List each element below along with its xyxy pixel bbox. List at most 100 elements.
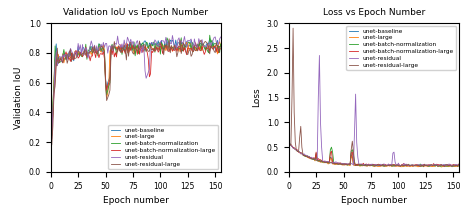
unet-large [429, 165, 434, 168]
unet-baseline [190, 43, 196, 45]
Title: Loss vs Epoch Number: Loss vs Epoch Number [323, 8, 425, 17]
unet-large [217, 40, 222, 43]
unet-baseline [213, 44, 219, 46]
unet-large [438, 166, 444, 168]
unet-batch-normalization-large [416, 165, 422, 167]
unet-batch-normalization [368, 164, 374, 167]
unet-large [199, 49, 205, 52]
unet-residual [218, 36, 224, 38]
unet-residual-large [167, 51, 173, 54]
unet-batch-normalization-large [368, 164, 374, 166]
Line: unet-batch-normalization-large: unet-batch-normalization-large [290, 144, 459, 166]
unet-residual [439, 164, 445, 167]
unet-baseline [287, 142, 293, 145]
unet-residual-large [213, 41, 219, 44]
unet-residual-large [130, 52, 136, 55]
unet-baseline [207, 37, 213, 40]
Line: unet-residual: unet-residual [52, 35, 221, 139]
unet-baseline [430, 165, 435, 167]
Line: unet-large: unet-large [290, 145, 459, 167]
unet-residual [456, 164, 461, 166]
unet-baseline [166, 46, 172, 49]
unet-residual [453, 163, 458, 166]
unet-residual-large [192, 48, 197, 51]
unet-batch-normalization [456, 165, 461, 167]
unet-residual-large [449, 165, 455, 168]
Line: unet-residual-large: unet-residual-large [290, 28, 459, 167]
unet-batch-normalization [213, 43, 219, 45]
unet-residual-large [201, 44, 206, 46]
unet-residual [201, 44, 206, 47]
unet-batch-normalization-large [201, 49, 206, 52]
unet-residual [406, 164, 411, 166]
unet-residual [202, 45, 208, 47]
unet-batch-normalization-large [404, 164, 410, 166]
unet-batch-normalization [287, 143, 293, 146]
unet-large [190, 44, 196, 46]
Line: unet-residual-large: unet-residual-large [52, 39, 221, 145]
unet-batch-normalization-large [213, 50, 219, 53]
unet-large [441, 165, 446, 168]
unet-baseline [441, 164, 446, 166]
unet-residual [369, 163, 375, 165]
unet-large [456, 164, 461, 167]
unet-large [287, 143, 293, 146]
unet-baseline [368, 163, 374, 165]
unet-residual [213, 41, 219, 43]
unet-batch-normalization-large [456, 164, 461, 166]
unet-residual-large [49, 143, 54, 146]
unet-batch-normalization [404, 164, 410, 167]
unet-residual [49, 138, 54, 140]
unet-batch-normalization-large [167, 46, 173, 48]
unet-residual-large [290, 27, 296, 30]
unet-batch-normalization [49, 134, 54, 137]
X-axis label: Epoch number: Epoch number [341, 196, 407, 205]
unet-residual-large [453, 165, 458, 167]
unet-large [201, 46, 207, 49]
unet-batch-normalization-large [287, 143, 293, 145]
unet-residual [287, 143, 293, 145]
Line: unet-batch-normalization: unet-batch-normalization [52, 35, 221, 135]
unet-residual [317, 54, 322, 57]
unet-residual-large [430, 164, 435, 167]
unet-baseline [49, 131, 54, 133]
unet-batch-normalization-large [192, 48, 197, 51]
unet-baseline [130, 44, 136, 46]
unet-residual [192, 38, 197, 40]
Y-axis label: Loss: Loss [252, 88, 261, 107]
unet-residual-large [202, 40, 208, 43]
unet-baseline [438, 164, 444, 167]
unet-large [404, 165, 410, 168]
unet-residual-large [218, 45, 224, 48]
unet-residual [431, 164, 436, 166]
X-axis label: Epoch number: Epoch number [103, 196, 169, 205]
unet-baseline [456, 164, 461, 167]
unet-residual [166, 43, 172, 46]
unet-batch-normalization-large [158, 41, 163, 43]
Y-axis label: Validation IoU: Validation IoU [14, 66, 24, 129]
unet-batch-normalization [130, 50, 136, 52]
Line: unet-batch-normalization: unet-batch-normalization [290, 144, 459, 166]
unet-residual-large [369, 164, 375, 167]
Legend: unet-baseline, unet-large, unet-batch-normalization, unet-batch-normalization-la: unet-baseline, unet-large, unet-batch-no… [347, 26, 456, 70]
unet-large [437, 164, 443, 166]
unet-batch-normalization [429, 164, 434, 166]
unet-batch-normalization [201, 44, 207, 47]
unet-large [218, 45, 224, 47]
unet-baseline [404, 165, 410, 167]
unet-batch-normalization [190, 51, 196, 53]
unet-residual [442, 164, 447, 166]
Line: unet-baseline: unet-baseline [52, 39, 221, 132]
unet-baseline [451, 165, 457, 167]
unet-baseline [199, 44, 205, 47]
unet-residual-large [438, 163, 444, 166]
unet-batch-normalization [441, 164, 446, 167]
unet-large [368, 164, 374, 167]
unet-batch-normalization-large [441, 165, 446, 167]
unet-residual [407, 165, 412, 167]
unet-batch-normalization [438, 165, 444, 167]
unet-batch-normalization [451, 164, 457, 167]
Line: unet-residual: unet-residual [290, 55, 459, 166]
Line: unet-large: unet-large [52, 42, 221, 129]
unet-batch-normalization-large [130, 47, 136, 50]
